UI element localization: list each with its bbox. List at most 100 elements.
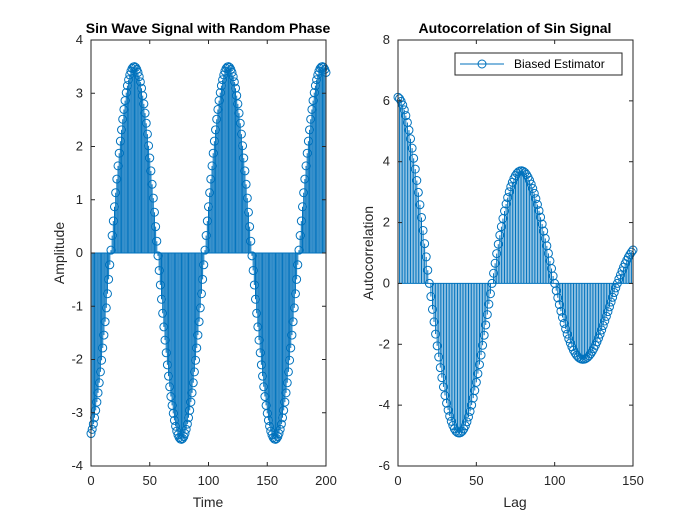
signal-stem-marker (286, 343, 296, 353)
autocorrelation-stem-marker (600, 316, 610, 326)
autocorrelation-stem-marker (554, 300, 564, 310)
autocorrelation-stem-marker (426, 292, 436, 302)
autocorrelation-stem-marker (503, 193, 513, 203)
signal-stem-marker (228, 72, 238, 82)
signal-x-tick-label: 100 (198, 473, 220, 488)
signal-stem-marker (282, 378, 292, 388)
autocorrelation-stem-marker (435, 363, 445, 373)
signal-stem-marker (180, 429, 190, 439)
autocorrelation-stem-marker (437, 373, 447, 383)
signal-stem-marker (272, 434, 282, 444)
signal-stem-marker (274, 429, 284, 439)
signal-stem-marker (149, 207, 159, 217)
autocorrelation-stem-marker (501, 199, 511, 209)
autocorrelation-stem-marker (460, 421, 470, 431)
signal-y-tick-label: 0 (76, 245, 83, 260)
autocorrelation-stem-marker (601, 311, 611, 321)
signal-stem-marker (241, 179, 251, 189)
autocorrelation-y-tick-label: 4 (383, 154, 390, 169)
signal-stem-marker (186, 397, 196, 407)
autocorrelation-stem-marker (412, 176, 422, 186)
signal-stem-marker (87, 424, 97, 434)
signal-stem-marker (93, 388, 103, 398)
signal-stem-marker (99, 330, 109, 340)
autocorrelation-stem-marker (431, 329, 441, 339)
signal-y-tick-label: -1 (71, 298, 83, 313)
signal-stem-marker (194, 317, 204, 327)
signal-stem-marker (100, 317, 110, 327)
signal-stem-marker (293, 260, 303, 270)
signal-stem-marker (98, 343, 108, 353)
autocorrelation-stems (393, 92, 638, 438)
signal-stem-marker (240, 166, 250, 176)
signal-stem-marker (181, 424, 191, 434)
autocorrelation-stem-marker (598, 321, 608, 331)
autocorrelation-stem-marker (399, 105, 409, 115)
autocorrelation-stem-marker (626, 247, 636, 257)
autocorrelation-stem-marker (521, 170, 531, 180)
autocorrelation-stem-marker (443, 405, 453, 415)
signal-stem-marker (141, 118, 151, 128)
autocorrelation-stem-marker (478, 340, 488, 350)
autocorrelation-stem-marker (446, 416, 456, 426)
signal-stem-marker (135, 77, 145, 87)
autocorrelation-x-tick-label: 100 (544, 473, 566, 488)
signal-stem-marker (152, 236, 162, 246)
autocorrelation-stem-marker (609, 288, 619, 298)
autocorrelation-stem-marker (536, 212, 546, 222)
autocorrelation-stem-marker (409, 153, 419, 163)
autocorrelation-stem-marker (445, 411, 455, 421)
signal-stem-marker (191, 355, 201, 365)
signal-y-tick-label: -4 (71, 458, 83, 473)
autocorrelation-stem-marker (625, 250, 635, 260)
autocorrelation-stem-marker (551, 286, 561, 296)
autocorrelation-stem-marker (429, 317, 439, 327)
autocorrelation-stem-marker (559, 318, 569, 328)
autocorrelation-stem-marker (532, 200, 542, 210)
autocorrelation-stem-marker (482, 310, 492, 320)
autocorrelation-stem-marker (471, 377, 481, 387)
autocorrelation-stem-marker (462, 417, 472, 427)
autocorrelation-stem-marker (605, 302, 614, 312)
signal-stem-marker (184, 413, 194, 423)
signal-stem-marker (105, 260, 115, 270)
autocorrelation-stem-marker (420, 239, 430, 249)
signal-x-axis-label: Time (193, 494, 224, 510)
signal-stem-marker (196, 289, 206, 299)
signal-stem-marker (104, 274, 114, 284)
legend-marker-swatch (477, 59, 487, 69)
autocorrelation-stem-marker (553, 293, 563, 303)
autocorrelation-stem-marker (421, 252, 431, 262)
signal-y-tick-label: 2 (76, 139, 83, 154)
signal-stem-marker (292, 274, 302, 284)
autocorrelation-stem-marker (558, 312, 567, 322)
autocorrelation-stem-marker (615, 270, 625, 280)
signal-stem-marker (195, 303, 205, 313)
signal-stem-marker (187, 388, 197, 398)
autocorrelation-stem-marker (500, 206, 510, 216)
autocorrelation-stem-marker (504, 187, 514, 197)
signal-stem-marker (198, 274, 208, 284)
autocorrelation-stem-marker (418, 225, 428, 235)
autocorrelation-stem-marker (584, 351, 594, 361)
signal-x-tick-label: 0 (87, 473, 94, 488)
signal-axes: 0 50 100 150 200 -4 -3 -2 -1 0 1 2 3 4 Sin Wave Signa… (51, 20, 337, 510)
autocorrelation-stem-marker (442, 398, 452, 408)
signal-chart-title: Sin Wave Signal with Random Phase (86, 20, 331, 36)
autocorrelation-y-tick-label: -4 (378, 397, 390, 412)
autocorrelation-stem-marker (398, 100, 408, 110)
signal-stem-marker (151, 222, 161, 232)
signal-stem-marker (285, 355, 295, 365)
signal-y-tick-label: 4 (76, 32, 83, 47)
autocorrelation-stem-marker (413, 187, 423, 197)
signal-stem-marker (131, 62, 141, 72)
autocorrelation-stem-marker (623, 252, 633, 262)
signal-stem-marker (238, 141, 248, 151)
signal-stem-marker (140, 108, 150, 118)
signal-stem-marker (289, 303, 299, 313)
signal-ticks: 0 50 100 150 200 -4 -3 -2 -1 0 1 2 3 4 (71, 32, 336, 488)
signal-stem-marker (290, 289, 300, 299)
autocorrelation-stem-marker (404, 125, 414, 135)
signal-stem-marker (239, 153, 249, 163)
signal-stem-marker (225, 62, 235, 72)
